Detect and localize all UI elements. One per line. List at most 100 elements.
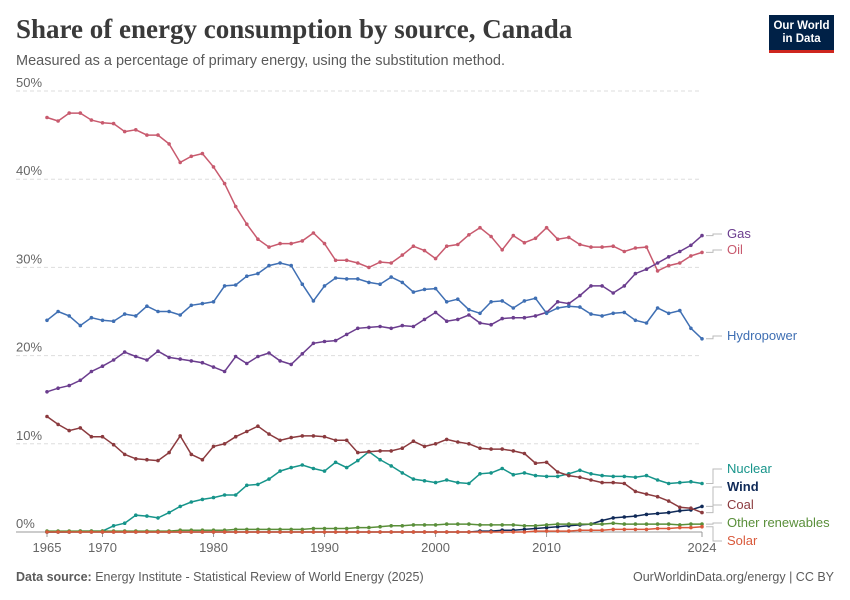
- data-point-solar: [567, 529, 571, 533]
- data-point-hydropower: [578, 305, 582, 309]
- data-point-coal: [666, 499, 671, 503]
- chart-grid: [16, 90, 702, 533]
- data-point-oil: [567, 235, 571, 240]
- data-point-other-renewables: [489, 523, 493, 527]
- data-point-solar: [222, 530, 227, 534]
- data-point-other-renewables: [278, 527, 282, 532]
- data-point-gas: [245, 361, 249, 366]
- data-point-solar: [156, 530, 160, 534]
- data-point-solar: [67, 530, 71, 534]
- data-point-gas: [389, 326, 394, 331]
- data-point-coal: [233, 434, 238, 439]
- owid-logo[interactable]: Our World in Data: [769, 15, 834, 53]
- series-line-oil[interactable]: [46, 112, 703, 272]
- x-tick-label: 1970: [88, 540, 117, 555]
- series-label-oil: Oil: [727, 242, 743, 257]
- data-point-hydropower: [633, 318, 638, 323]
- data-point-oil: [122, 129, 127, 134]
- data-point-hydropower: [134, 314, 138, 318]
- data-point-nuclear: [666, 481, 671, 486]
- series-line-other-renewables[interactable]: [47, 522, 702, 532]
- data-point-wind: [622, 515, 627, 519]
- credit-link[interactable]: OurWorldinData.org/energy | CC BY: [632, 570, 834, 584]
- data-point-oil: [633, 246, 638, 250]
- data-point-gas: [478, 321, 482, 325]
- data-point-gas: [489, 322, 493, 327]
- data-point-hydropower: [222, 284, 227, 288]
- data-source-text[interactable]: Energy Institute - Statistical Review of…: [95, 570, 424, 584]
- series-line-coal[interactable]: [46, 415, 703, 514]
- data-point-oil: [456, 242, 460, 247]
- data-point-wind: [522, 527, 527, 532]
- data-point-hydropower: [600, 314, 604, 318]
- data-point-oil: [333, 258, 338, 263]
- data-point-gas: [522, 315, 527, 320]
- data-point-hydropower: [389, 275, 394, 279]
- data-point-hydropower: [511, 306, 516, 310]
- series-line-nuclear[interactable]: [47, 450, 703, 533]
- series-line-solar[interactable]: [47, 525, 703, 533]
- data-point-coal: [256, 424, 260, 429]
- data-point-oil: [300, 239, 305, 243]
- data-point-hydropower: [211, 300, 216, 304]
- data-point-oil: [200, 151, 205, 156]
- y-tick-label: 20%: [16, 340, 42, 355]
- data-point-wind: [666, 510, 671, 515]
- data-point-other-renewables: [500, 523, 505, 527]
- data-point-other-renewables: [289, 527, 294, 532]
- data-point-nuclear: [578, 468, 582, 473]
- data-point-oil: [622, 249, 627, 254]
- data-point-gas: [178, 357, 182, 361]
- data-point-nuclear: [433, 480, 438, 485]
- data-point-oil: [700, 250, 704, 255]
- data-point-gas: [533, 314, 538, 318]
- data-point-nuclear: [400, 471, 405, 475]
- data-point-coal: [78, 426, 83, 430]
- data-point-nuclear: [689, 479, 693, 484]
- data-point-oil: [344, 258, 349, 263]
- data-point-other-renewables: [311, 526, 316, 531]
- data-point-gas: [56, 386, 60, 391]
- data-point-hydropower: [145, 304, 149, 309]
- data-point-nuclear: [322, 469, 327, 473]
- series-line-hydropower[interactable]: [46, 262, 703, 340]
- data-point-nuclear: [278, 469, 282, 473]
- data-point-other-renewables: [511, 523, 516, 527]
- series-line-gas[interactable]: [46, 235, 703, 393]
- data-point-oil: [89, 118, 94, 122]
- data-point-hydropower: [156, 309, 160, 314]
- data-point-hydropower: [122, 312, 127, 316]
- data-point-coal: [589, 478, 593, 482]
- data-point-solar: [444, 530, 449, 534]
- label-connector: [706, 335, 722, 340]
- data-point-coal: [567, 473, 571, 478]
- series-line-wind[interactable]: [47, 505, 703, 533]
- data-point-other-renewables: [611, 521, 615, 525]
- data-point-solar: [256, 530, 260, 534]
- label-connector: [706, 486, 722, 507]
- data-point-oil: [111, 121, 116, 126]
- data-point-coal: [511, 449, 516, 453]
- data-point-solar: [422, 530, 427, 534]
- data-point-nuclear: [378, 457, 382, 462]
- data-point-gas: [267, 351, 271, 355]
- data-point-other-renewables: [644, 522, 649, 526]
- data-point-oil: [678, 261, 682, 265]
- data-point-gas: [256, 354, 260, 359]
- data-point-nuclear: [167, 510, 171, 515]
- x-tick-label: 2024: [688, 540, 717, 555]
- data-point-gas: [655, 261, 660, 265]
- data-point-nuclear: [444, 478, 449, 482]
- data-point-solar: [511, 530, 516, 534]
- data-point-other-renewables: [356, 525, 360, 530]
- line-chart: 0% 10% 20% 30% 40% 50% 1965 1970 1980 1990 2000 20…: [16, 75, 830, 555]
- data-point-wind: [600, 518, 604, 523]
- data-point-solar: [111, 530, 116, 534]
- data-point-gas: [89, 369, 94, 374]
- data-point-hydropower: [256, 271, 260, 276]
- data-point-hydropower: [500, 299, 505, 303]
- label-connector: [706, 249, 722, 253]
- data-point-solar: [467, 530, 471, 534]
- series-label-wind: Wind: [727, 479, 759, 494]
- data-point-coal: [400, 446, 405, 451]
